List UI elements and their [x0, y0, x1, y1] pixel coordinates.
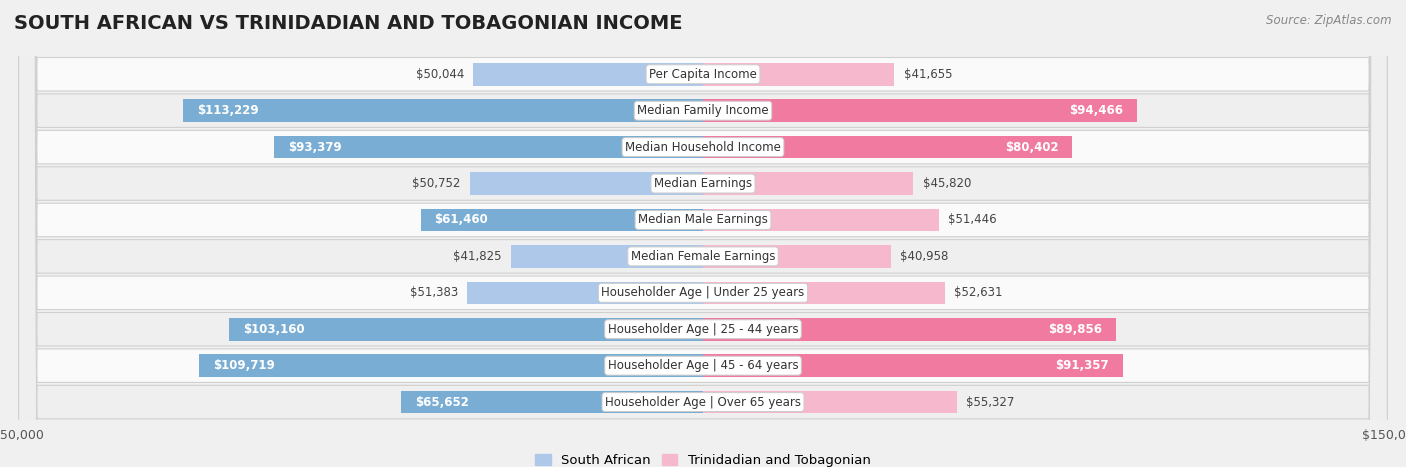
Text: Source: ZipAtlas.com: Source: ZipAtlas.com — [1267, 14, 1392, 27]
FancyBboxPatch shape — [18, 0, 1388, 467]
Text: $45,820: $45,820 — [922, 177, 972, 190]
Text: Median Female Earnings: Median Female Earnings — [631, 250, 775, 263]
Bar — [183, 99, 703, 122]
Bar — [703, 209, 939, 231]
Text: $51,446: $51,446 — [949, 213, 997, 226]
Text: $50,752: $50,752 — [412, 177, 461, 190]
Text: Per Capita Income: Per Capita Income — [650, 68, 756, 81]
Bar — [703, 172, 914, 195]
FancyBboxPatch shape — [18, 0, 1388, 467]
Text: $40,958: $40,958 — [900, 250, 949, 263]
FancyBboxPatch shape — [18, 0, 1388, 467]
Text: $55,327: $55,327 — [966, 396, 1015, 409]
Text: SOUTH AFRICAN VS TRINIDADIAN AND TOBAGONIAN INCOME: SOUTH AFRICAN VS TRINIDADIAN AND TOBAGON… — [14, 14, 682, 33]
Bar — [470, 172, 703, 195]
Text: Householder Age | Over 65 years: Householder Age | Over 65 years — [605, 396, 801, 409]
Bar — [703, 391, 957, 413]
FancyBboxPatch shape — [18, 0, 1388, 467]
Text: $103,160: $103,160 — [243, 323, 305, 336]
Bar — [467, 282, 703, 304]
Text: $41,655: $41,655 — [904, 68, 952, 81]
Text: Householder Age | Under 25 years: Householder Age | Under 25 years — [602, 286, 804, 299]
Bar — [703, 63, 894, 85]
Text: $93,379: $93,379 — [288, 141, 342, 154]
Legend: South African, Trinidadian and Tobagonian: South African, Trinidadian and Tobagonia… — [530, 448, 876, 467]
Text: Median Household Income: Median Household Income — [626, 141, 780, 154]
Text: Median Male Earnings: Median Male Earnings — [638, 213, 768, 226]
Text: $41,825: $41,825 — [453, 250, 502, 263]
FancyBboxPatch shape — [18, 0, 1388, 467]
FancyBboxPatch shape — [18, 0, 1388, 467]
Bar — [703, 245, 891, 268]
Text: $65,652: $65,652 — [415, 396, 470, 409]
Text: $61,460: $61,460 — [434, 213, 488, 226]
Text: $52,631: $52,631 — [953, 286, 1002, 299]
Text: $89,856: $89,856 — [1047, 323, 1102, 336]
FancyBboxPatch shape — [18, 0, 1388, 467]
Bar — [703, 99, 1137, 122]
Text: Median Earnings: Median Earnings — [654, 177, 752, 190]
Text: $91,357: $91,357 — [1054, 359, 1109, 372]
FancyBboxPatch shape — [18, 0, 1388, 467]
Bar — [274, 136, 703, 158]
Bar — [229, 318, 703, 340]
Bar — [510, 245, 703, 268]
FancyBboxPatch shape — [18, 0, 1388, 467]
Text: Householder Age | 25 - 44 years: Householder Age | 25 - 44 years — [607, 323, 799, 336]
Text: $50,044: $50,044 — [416, 68, 464, 81]
Bar — [703, 136, 1073, 158]
Bar — [402, 391, 703, 413]
Bar — [200, 354, 703, 377]
Text: $113,229: $113,229 — [197, 104, 259, 117]
Bar — [420, 209, 703, 231]
Bar — [703, 318, 1116, 340]
FancyBboxPatch shape — [18, 0, 1388, 467]
Bar — [474, 63, 703, 85]
Text: Householder Age | 45 - 64 years: Householder Age | 45 - 64 years — [607, 359, 799, 372]
Bar — [703, 282, 945, 304]
Text: $80,402: $80,402 — [1005, 141, 1059, 154]
Text: $51,383: $51,383 — [409, 286, 458, 299]
Bar — [703, 354, 1122, 377]
Text: Median Family Income: Median Family Income — [637, 104, 769, 117]
Text: $94,466: $94,466 — [1069, 104, 1123, 117]
Text: $109,719: $109,719 — [212, 359, 274, 372]
